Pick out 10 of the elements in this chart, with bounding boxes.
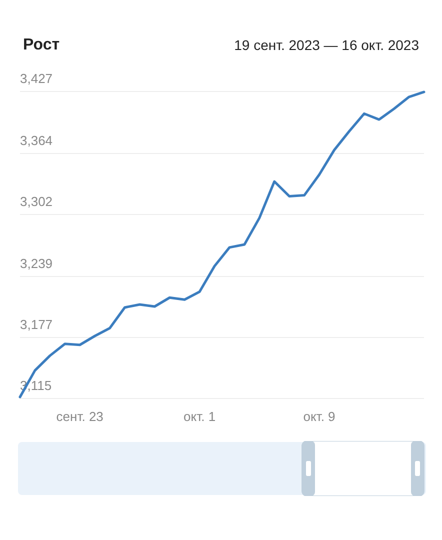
chart-subtitle: 19 сент. 2023 — 16 окт. 2023 bbox=[234, 37, 420, 53]
x-tick-label: окт. 1 bbox=[184, 409, 216, 424]
y-tick-label: 3,239 bbox=[20, 256, 53, 271]
y-tick-label: 3,364 bbox=[20, 132, 53, 148]
x-tick-label: окт. 9 bbox=[303, 409, 336, 424]
y-tick-label: 3,302 bbox=[20, 194, 53, 209]
y-tick-label: 3,427 bbox=[20, 71, 53, 86]
chart-title: Рост bbox=[23, 36, 60, 54]
y-tick-label: 3,177 bbox=[20, 316, 53, 332]
x-tick-label: сент. 23 bbox=[56, 409, 104, 424]
